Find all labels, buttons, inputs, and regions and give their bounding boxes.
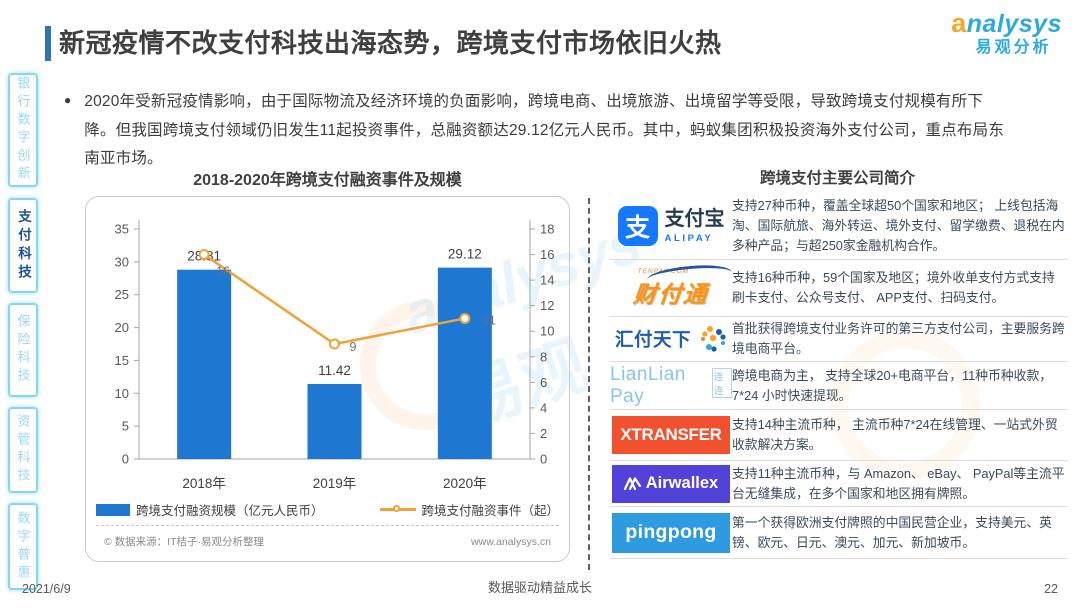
alipay-logo: 支 支付宝 ALIPAY [610, 206, 732, 246]
sidebar-item-bank-digital[interactable]: 银行数字创新 [8, 73, 38, 187]
company-desc: 支持14种主流币种， 主流币种7*24在线管理、一站式外贸收款解决方案。 [732, 417, 1058, 452]
svg-text:15: 15 [115, 353, 129, 368]
svg-text:12: 12 [540, 298, 554, 313]
svg-text:5: 5 [122, 419, 129, 434]
svg-text:18: 18 [540, 222, 554, 237]
svg-text:20: 20 [115, 320, 129, 335]
alipay-logo-cn: 支付宝 [664, 207, 725, 230]
huifu-logo: 汇付天下 [610, 325, 732, 353]
tenpay-logo-swoosh-icon [646, 261, 732, 290]
svg-text:25: 25 [115, 287, 129, 302]
legend-item-line: 跨境支付融资事件（起） [379, 500, 560, 519]
section-divider [588, 198, 590, 570]
legend-item-bar: 跨境支付融资规模（亿元人民币） [95, 500, 324, 519]
svg-text:0: 0 [122, 452, 129, 467]
svg-text:6: 6 [540, 375, 547, 390]
legend-bar-swatch [95, 503, 130, 516]
legend-line-label: 跨境支付融资事件（起） [421, 504, 560, 518]
tenpay-logo: TENPAY.COM 财付通 [610, 261, 732, 309]
airwallex-ribbon-icon [623, 477, 641, 490]
svg-text:8: 8 [540, 349, 547, 364]
analysys-logo-a-swoosh: a [951, 8, 967, 38]
combo-chart: 0510152025303502468101214161828.8111.422… [115, 220, 554, 491]
companies-title: 跨境支付主要公司简介 [759, 170, 915, 187]
svg-text:16: 16 [540, 247, 554, 262]
svg-text:11: 11 [483, 313, 496, 327]
airwallex-logo-text: Airwallex [645, 474, 719, 492]
legend-bar-label: 跨境支付融资规模（亿元人民币） [135, 504, 324, 518]
sidebar-item-digital-inclusion[interactable]: 数字普惠 [8, 503, 38, 590]
chart-card: 0510152025303502468101214161828.8111.422… [85, 196, 570, 562]
footer-page-number: 22 [1044, 582, 1058, 596]
svg-text:9: 9 [350, 340, 357, 354]
company-desc: 支持11种主流币种，与 Amazon、 eBay、 PayPal等主流平台无缝集… [732, 465, 1065, 501]
footer-date: 2021/6/9 [22, 582, 71, 596]
page-title: 新冠疫情不改支付科技出海态势，跨境支付市场依旧火热 [59, 28, 722, 58]
huifu-logo-cn: 汇付天下 [614, 329, 691, 350]
svg-text:30: 30 [115, 254, 129, 269]
alipay-icon: 支 [617, 206, 658, 246]
analysys-logo-wordmark: analysys [951, 8, 1062, 38]
company-desc: 跨境电商为主， 支持全球20+电商平台，11种币种收款，7*24 小时快速提现。 [732, 367, 1053, 403]
company-row-xtransfer: XTRANSFER 支持14种主流币种， 主流币种7*24在线管理、一站式外贸收… [610, 410, 1068, 461]
sidebar-item-asset-tech[interactable]: 资管科技 [8, 407, 38, 493]
svg-text:2018年: 2018年 [182, 476, 226, 491]
title-accent-bar [45, 26, 51, 61]
svg-text:4: 4 [540, 400, 547, 415]
huifu-pinwheel-icon [701, 326, 726, 352]
company-row-alipay: 支 支付宝 ALIPAY 支持27种币种，覆盖全球超50个国家和地区； 上线包括… [610, 193, 1068, 260]
chart-legend: 跨境支付融资规模（亿元人民币） 跨境支付融资事件（起） [86, 500, 569, 519]
company-desc: 首批获得跨境支付业务许可的第三方支付公司，主要服务跨境电商平台。 [732, 321, 1065, 356]
svg-text:0: 0 [540, 452, 547, 467]
svg-text:29.12: 29.12 [448, 247, 482, 262]
company-desc: 支持16种币种，59个国家及地区；境外收单支付方式支持刷卡支付、公众号支付、 A… [732, 270, 1055, 305]
chart-site-url: www.analysys.cn [471, 535, 551, 548]
chart-source-row: © 数据来源：IT桔子·易观分析整理 www.analysys.cn [96, 525, 559, 561]
svg-text:2019年: 2019年 [313, 476, 357, 491]
pingpong-logo-block: pingpong [612, 512, 730, 553]
company-desc: 第一个获得欧洲支付牌照的中国民营企业，支持美元、英镑、欧元、日元、澳元、加元、新… [732, 514, 1052, 550]
svg-text:11.42: 11.42 [318, 363, 351, 378]
svg-text:14: 14 [540, 273, 554, 288]
lianlian-logo-cn: 连连 [711, 367, 732, 398]
airwallex-logo: Airwallex [610, 464, 732, 503]
analysys-logo: analysys 易观分析 [951, 8, 1062, 57]
xtransfer-logo-block: XTRANSFER [612, 416, 730, 454]
svg-text:2: 2 [540, 426, 547, 441]
company-row-tenpay: TENPAY.COM 财付通 支持16种币种，59个国家及地区；境外收单支付方式… [610, 260, 1068, 317]
company-row-lianlian: LianLian Pay 连连 跨境电商为主， 支持全球20+电商平台，11种币… [610, 362, 1068, 410]
company-row-huifu: 汇付天下 首批获得跨境支付业务许可的第三方支付公司，主要服务跨境电商平台。 [610, 317, 1068, 362]
legend-line-swatch [379, 505, 416, 514]
bullet-icon: ● [64, 93, 72, 107]
summary-block: ● 2020年受新冠疫情影响，由于国际物流及经济环境的负面影响，跨境电商、出境旅… [64, 88, 1039, 174]
svg-text:35: 35 [115, 222, 129, 237]
alipay-logo-en: ALIPAY [664, 232, 714, 244]
xtransfer-logo: XTRANSFER [610, 416, 732, 454]
company-row-pingpong: pingpong 第一个获得欧洲支付牌照的中国民营企业，支持美元、英镑、欧元、日… [610, 507, 1068, 559]
chart-title: 2018-2020年跨境支付融资事件及规模 [193, 172, 462, 189]
svg-text:2020年: 2020年 [443, 476, 487, 491]
footer-slogan: 数据驱动精益成长 [487, 580, 592, 595]
svg-text:16: 16 [216, 265, 230, 279]
pingpong-logo: pingpong [610, 512, 732, 553]
analysys-logo-cn: 易观分析 [975, 39, 1052, 57]
chart-source: © 数据来源：IT桔子·易观分析整理 [104, 536, 264, 548]
summary-text: 2020年受新冠疫情影响，由于国际物流及经济环境的负面影响，跨境电商、出境旅游、… [84, 93, 1005, 168]
lianlian-logo-en: LianLian Pay [610, 363, 686, 407]
sidebar-item-payment-tech[interactable]: 支付科技 [8, 198, 38, 293]
companies-list: 支 支付宝 ALIPAY 支持27种币种，覆盖全球超50个国家和地区； 上线包括… [610, 193, 1068, 559]
lianlian-logo: LianLian Pay 连连 [610, 364, 732, 408]
company-row-airwallex: Airwallex 支持11种主流币种，与 Amazon、 eBay、 PayP… [610, 461, 1068, 507]
svg-text:10: 10 [540, 324, 554, 339]
company-desc: 支持27种币种，覆盖全球超50个国家和地区； 上线包括海淘、国际航旅、海外转运、… [732, 198, 1065, 253]
sidebar-item-insurance-tech[interactable]: 保险科技 [8, 303, 38, 397]
svg-text:10: 10 [115, 386, 129, 401]
